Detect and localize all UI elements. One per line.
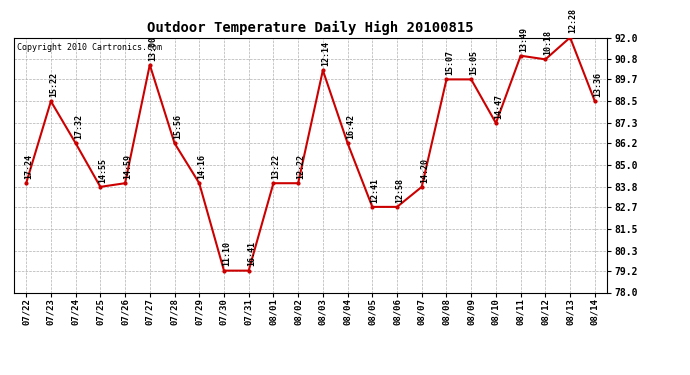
Text: 14:59: 14:59 bbox=[124, 154, 132, 179]
Text: 15:56: 15:56 bbox=[172, 114, 181, 139]
Text: 13:00: 13:00 bbox=[148, 36, 157, 61]
Text: 14:47: 14:47 bbox=[494, 94, 503, 119]
Text: 15:05: 15:05 bbox=[469, 50, 478, 75]
Text: 13:22: 13:22 bbox=[272, 154, 281, 179]
Text: 12:14: 12:14 bbox=[321, 41, 330, 66]
Text: Copyright 2010 Cartronics.com: Copyright 2010 Cartronics.com bbox=[17, 43, 161, 52]
Text: 13:49: 13:49 bbox=[519, 27, 528, 51]
Text: 14:20: 14:20 bbox=[420, 158, 429, 183]
Text: 16:42: 16:42 bbox=[346, 114, 355, 139]
Text: 11:10: 11:10 bbox=[222, 242, 231, 267]
Text: 10:18: 10:18 bbox=[544, 30, 553, 55]
Text: 14:55: 14:55 bbox=[99, 158, 108, 183]
Text: 15:22: 15:22 bbox=[49, 72, 58, 97]
Text: 12:28: 12:28 bbox=[569, 8, 578, 33]
Text: 12:58: 12:58 bbox=[395, 178, 404, 203]
Text: 15:07: 15:07 bbox=[445, 50, 454, 75]
Text: 17:24: 17:24 bbox=[24, 154, 33, 179]
Title: Outdoor Temperature Daily High 20100815: Outdoor Temperature Daily High 20100815 bbox=[147, 21, 474, 35]
Text: 16:41: 16:41 bbox=[247, 242, 256, 267]
Text: 14:16: 14:16 bbox=[197, 154, 206, 179]
Text: 17:32: 17:32 bbox=[74, 114, 83, 139]
Text: 12:22: 12:22 bbox=[297, 154, 306, 179]
Text: 12:41: 12:41 bbox=[371, 178, 380, 203]
Text: 13:36: 13:36 bbox=[593, 72, 602, 97]
